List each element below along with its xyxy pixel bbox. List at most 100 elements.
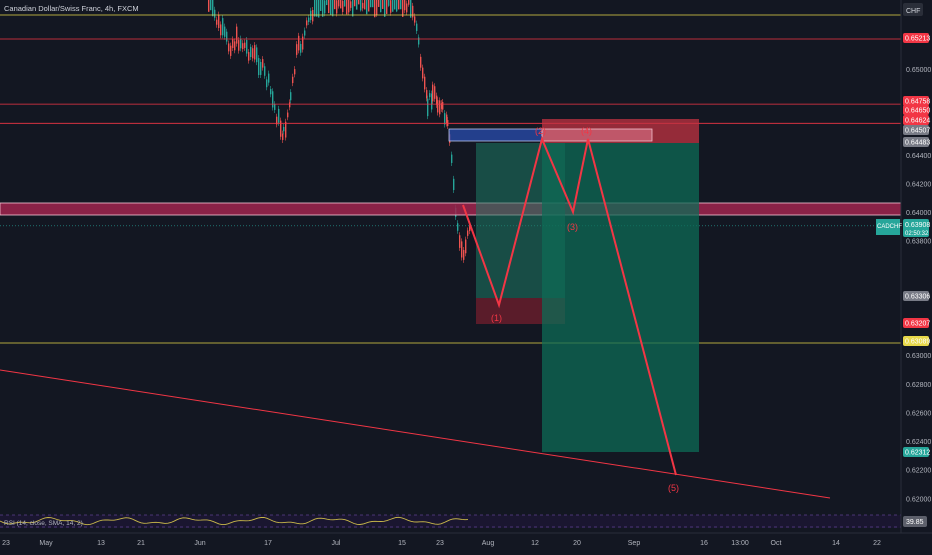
candle bbox=[362, 2, 364, 9]
time-tick-label: 13:00 bbox=[731, 540, 749, 547]
price-badge bbox=[903, 336, 929, 346]
candle bbox=[388, 0, 390, 6]
time-axis-ticks: 23 May 13 21 Jun 17 Jul 15 23 Aug 12 20 Sep 16 13:00 Oc… bbox=[2, 540, 881, 547]
candle bbox=[308, 17, 310, 22]
candle bbox=[274, 104, 276, 110]
candle bbox=[232, 39, 234, 48]
rsi-pane bbox=[0, 515, 901, 528]
price-badge bbox=[903, 33, 929, 43]
candle bbox=[276, 116, 278, 125]
candle bbox=[246, 40, 248, 54]
candle bbox=[324, 0, 326, 14]
time-tick-label: 20 bbox=[573, 540, 581, 547]
candle bbox=[434, 86, 436, 99]
wave-label-3: (3) bbox=[567, 222, 578, 232]
candle bbox=[287, 112, 289, 118]
candle bbox=[346, 0, 348, 15]
resistance-band bbox=[0, 202, 902, 216]
candle bbox=[218, 14, 220, 28]
candle bbox=[358, 0, 360, 5]
price-badge bbox=[903, 96, 929, 106]
candle bbox=[396, 0, 398, 12]
candle bbox=[244, 42, 246, 48]
position-profit-zone-2 bbox=[542, 143, 699, 452]
candle bbox=[439, 100, 441, 115]
candle bbox=[370, 0, 372, 8]
candle bbox=[404, 0, 406, 11]
time-tick-label: Aug bbox=[482, 540, 495, 547]
price-tick-label: 0.62400 bbox=[906, 439, 931, 446]
wave-label-2: (2) bbox=[535, 126, 546, 136]
candle bbox=[344, 0, 346, 7]
candle bbox=[400, 0, 402, 10]
price-tick-label: 0.63800 bbox=[906, 239, 931, 246]
price-badge-label: 0.64758 bbox=[905, 99, 930, 106]
price-tick-label: 0.63000 bbox=[906, 353, 931, 360]
candle bbox=[290, 92, 292, 101]
price-badges: 0.65213 0.64758 0.64650 0.64624 0.64507 0.644… bbox=[903, 33, 930, 457]
candle bbox=[354, 0, 356, 7]
candle bbox=[360, 0, 362, 11]
wave-label-4: (4) bbox=[581, 126, 592, 136]
rsi-value-badge bbox=[903, 516, 927, 527]
price-tick-label: 0.62600 bbox=[906, 410, 931, 417]
candle bbox=[457, 223, 459, 231]
wave-label-5: (5) bbox=[668, 483, 679, 493]
candle bbox=[364, 0, 366, 10]
time-tick-label: May bbox=[39, 540, 53, 547]
candle bbox=[446, 114, 448, 124]
candle bbox=[374, 0, 376, 18]
candle bbox=[406, 3, 408, 13]
time-tick-label: 14 bbox=[832, 540, 840, 547]
time-tick-label: 12 bbox=[531, 540, 539, 547]
candle bbox=[210, 0, 212, 11]
bar-countdown: 02:50:32 bbox=[905, 231, 929, 237]
candle bbox=[459, 235, 461, 248]
candle bbox=[465, 239, 467, 254]
candlestick-series bbox=[208, 0, 471, 263]
candle bbox=[272, 91, 274, 108]
currency-badge[interactable] bbox=[903, 3, 923, 16]
candle bbox=[330, 0, 332, 15]
price-tick-label: 0.64400 bbox=[906, 153, 931, 160]
candle bbox=[266, 79, 268, 88]
candle bbox=[285, 121, 287, 138]
candle bbox=[310, 10, 312, 21]
wave-label-1: (1) bbox=[491, 313, 502, 323]
candle bbox=[268, 73, 270, 83]
elliott-wave-path bbox=[462, 135, 677, 476]
time-tick-label: 21 bbox=[137, 540, 145, 547]
last-price-value: 0.63908 bbox=[905, 222, 930, 229]
candle bbox=[376, 0, 378, 16]
candle bbox=[220, 24, 222, 36]
candle bbox=[226, 31, 228, 42]
candle bbox=[368, 0, 370, 12]
candle bbox=[394, 0, 396, 10]
candle bbox=[416, 23, 418, 32]
candle bbox=[222, 18, 224, 36]
entry-box-pink bbox=[541, 128, 653, 142]
candle bbox=[292, 76, 294, 84]
candle bbox=[236, 26, 238, 44]
candle bbox=[414, 16, 416, 23]
candle bbox=[427, 98, 429, 117]
candle bbox=[451, 154, 453, 163]
time-tick-label: Jun bbox=[194, 540, 205, 547]
price-tick-label: 0.64000 bbox=[906, 210, 931, 217]
rsi-line bbox=[0, 516, 469, 526]
candle bbox=[426, 90, 428, 99]
price-tick-label: 0.62000 bbox=[906, 496, 931, 503]
candle bbox=[352, 0, 354, 17]
candle bbox=[256, 47, 258, 63]
candle bbox=[378, 0, 380, 7]
rsi-value: 39.85 bbox=[906, 519, 924, 526]
candle bbox=[420, 56, 422, 68]
price-badge-label: 0.63306 bbox=[905, 294, 930, 301]
symbol-title: Canadian Dollar/Swiss Franc, 4h, FXCM bbox=[4, 4, 139, 13]
candle bbox=[386, 0, 388, 14]
price-badge-label: 0.65213 bbox=[905, 36, 930, 43]
time-tick-label: 13 bbox=[97, 540, 105, 547]
candle bbox=[410, 0, 412, 18]
